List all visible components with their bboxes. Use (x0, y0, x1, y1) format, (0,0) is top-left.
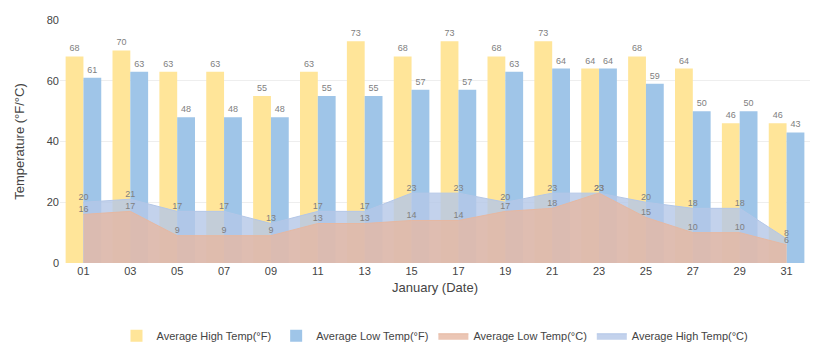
svg-text:20: 20 (641, 192, 651, 202)
svg-text:23: 23 (407, 183, 417, 193)
svg-text:17: 17 (125, 201, 135, 211)
svg-text:23: 23 (453, 183, 463, 193)
svg-text:63: 63 (304, 59, 314, 69)
svg-text:68: 68 (632, 43, 642, 53)
svg-text:15: 15 (641, 207, 651, 217)
svg-text:8: 8 (784, 228, 789, 238)
svg-text:Average High Temp(°F): Average High Temp(°F) (157, 330, 272, 342)
svg-text:61: 61 (87, 65, 97, 75)
svg-text:57: 57 (462, 77, 472, 87)
svg-text:73: 73 (538, 28, 548, 38)
svg-text:25: 25 (640, 265, 652, 277)
svg-text:60: 60 (47, 75, 59, 87)
svg-text:17: 17 (172, 201, 182, 211)
svg-text:10: 10 (688, 222, 698, 232)
svg-text:Average High Temp(°C): Average High Temp(°C) (632, 330, 748, 342)
svg-text:55: 55 (369, 83, 379, 93)
svg-text:23: 23 (547, 183, 557, 193)
svg-text:27: 27 (687, 265, 699, 277)
svg-text:11: 11 (312, 265, 323, 277)
svg-text:03: 03 (124, 265, 136, 277)
svg-text:18: 18 (735, 198, 745, 208)
svg-text:68: 68 (398, 43, 408, 53)
svg-text:59: 59 (650, 71, 660, 81)
svg-text:13: 13 (360, 213, 370, 223)
svg-text:73: 73 (445, 28, 455, 38)
svg-text:Average Low Temp(°F): Average Low Temp(°F) (316, 330, 428, 342)
svg-text:05: 05 (171, 265, 183, 277)
svg-text:Temperature (°F/°C): Temperature (°F/°C) (12, 83, 27, 200)
svg-text:20: 20 (47, 196, 59, 208)
svg-text:63: 63 (134, 59, 144, 69)
svg-text:17: 17 (500, 201, 510, 211)
svg-text:23: 23 (594, 183, 604, 193)
svg-text:10: 10 (735, 222, 745, 232)
svg-text:14: 14 (453, 210, 463, 220)
svg-text:17: 17 (452, 265, 464, 277)
svg-text:07: 07 (218, 265, 230, 277)
svg-text:9: 9 (175, 225, 180, 235)
svg-text:6: 6 (784, 235, 789, 245)
svg-text:15: 15 (405, 265, 417, 277)
svg-text:64: 64 (603, 56, 613, 66)
svg-text:55: 55 (257, 83, 267, 93)
svg-text:73: 73 (351, 28, 361, 38)
svg-text:21: 21 (125, 189, 135, 199)
svg-text:57: 57 (415, 77, 425, 87)
svg-text:14: 14 (407, 210, 417, 220)
svg-text:21: 21 (546, 265, 558, 277)
svg-text:20: 20 (500, 192, 510, 202)
svg-text:46: 46 (773, 110, 783, 120)
svg-text:9: 9 (222, 225, 227, 235)
svg-text:68: 68 (70, 43, 80, 53)
svg-text:09: 09 (265, 265, 277, 277)
svg-text:63: 63 (509, 59, 519, 69)
svg-text:64: 64 (556, 56, 566, 66)
svg-text:31: 31 (780, 265, 792, 277)
svg-text:48: 48 (181, 104, 191, 114)
svg-text:13: 13 (266, 213, 276, 223)
svg-text:46: 46 (726, 110, 736, 120)
svg-text:40: 40 (47, 135, 59, 147)
svg-text:23: 23 (593, 265, 605, 277)
svg-text:48: 48 (275, 104, 285, 114)
svg-text:18: 18 (547, 198, 557, 208)
svg-text:80: 80 (47, 14, 59, 26)
svg-text:63: 63 (210, 59, 220, 69)
svg-text:43: 43 (790, 119, 800, 129)
svg-text:19: 19 (499, 265, 511, 277)
svg-text:13: 13 (359, 265, 371, 277)
svg-text:50: 50 (744, 98, 754, 108)
svg-text:16: 16 (78, 204, 88, 214)
svg-text:17: 17 (313, 201, 323, 211)
svg-text:01: 01 (77, 265, 89, 277)
svg-text:9: 9 (268, 225, 273, 235)
svg-text:0: 0 (53, 257, 59, 269)
svg-text:63: 63 (163, 59, 173, 69)
svg-text:50: 50 (697, 98, 707, 108)
svg-text:January (Date): January (Date) (392, 280, 478, 295)
svg-text:17: 17 (360, 201, 370, 211)
svg-text:55: 55 (322, 83, 332, 93)
svg-text:17: 17 (219, 201, 229, 211)
svg-text:68: 68 (491, 43, 501, 53)
svg-text:29: 29 (734, 265, 746, 277)
svg-text:70: 70 (116, 37, 126, 47)
svg-text:23: 23 (594, 183, 604, 193)
svg-text:18: 18 (688, 198, 698, 208)
svg-text:64: 64 (585, 56, 595, 66)
svg-text:13: 13 (313, 213, 323, 223)
svg-text:64: 64 (679, 56, 689, 66)
svg-text:20: 20 (78, 192, 88, 202)
svg-text:48: 48 (228, 104, 238, 114)
svg-text:Average Low Temp(°C): Average Low Temp(°C) (473, 330, 586, 342)
